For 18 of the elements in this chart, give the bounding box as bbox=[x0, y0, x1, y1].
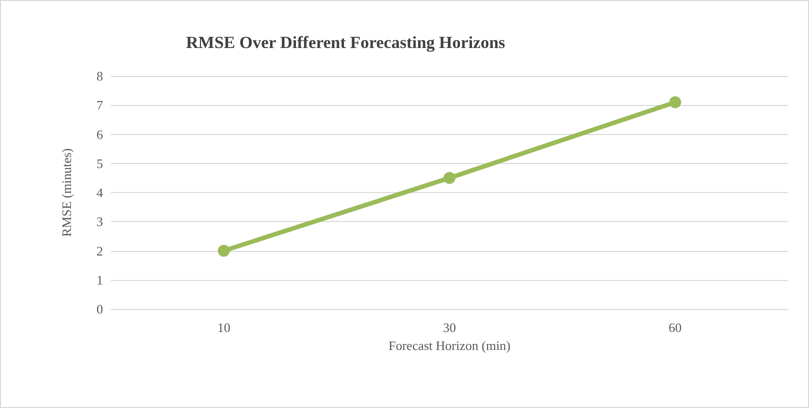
y-tick-label: 3 bbox=[96, 214, 103, 230]
x-tick-label: 10 bbox=[217, 320, 230, 335]
y-tick-label: 2 bbox=[96, 243, 103, 258]
y-tick-label: 1 bbox=[96, 272, 103, 288]
x-tick-label: 30 bbox=[443, 320, 456, 335]
chart-title: RMSE Over Different Forecasting Horizons bbox=[186, 33, 506, 52]
y-tick-label: 0 bbox=[96, 302, 103, 316]
y-tick-label: 6 bbox=[96, 126, 104, 142]
y-axis-title: RMSE (minutes) bbox=[59, 148, 74, 237]
point bbox=[444, 172, 456, 184]
point bbox=[669, 96, 682, 108]
y-tick-label: 5 bbox=[96, 156, 103, 171]
point bbox=[218, 244, 230, 257]
x-axis-title: Forecast Horizon (min) bbox=[388, 338, 511, 353]
x-tick-label: 60 bbox=[668, 320, 682, 335]
y-tick-label: 4 bbox=[96, 185, 104, 200]
y-tick-label: 7 bbox=[96, 98, 104, 113]
y-tick-label: 8 bbox=[96, 68, 103, 84]
